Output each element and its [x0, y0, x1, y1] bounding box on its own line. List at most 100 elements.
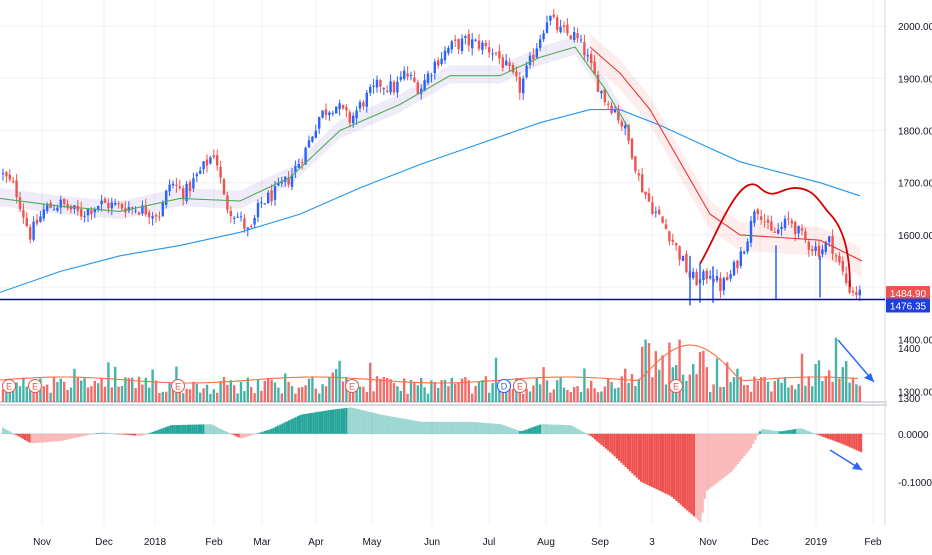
histogram-bar: [191, 424, 194, 434]
histogram-bar: [618, 433, 621, 461]
histogram-bar: [816, 433, 819, 435]
histogram-bar: [32, 433, 35, 444]
histogram-bar: [206, 424, 209, 434]
volume-bar: [528, 391, 532, 402]
histogram-bar: [382, 415, 385, 434]
time-tick-label: Dec: [95, 537, 113, 548]
volume-bar: [382, 376, 385, 402]
candle-body: [828, 236, 831, 243]
candle-body: [678, 246, 681, 260]
histogram-bar: [255, 433, 258, 435]
volume-bar: [617, 387, 620, 402]
candle-body: [103, 198, 107, 203]
volume-bar: [158, 392, 161, 402]
volume-bar: [127, 377, 130, 402]
candle-body: [603, 89, 606, 103]
histogram-bar: [420, 421, 423, 434]
time-tick-label: 2019: [805, 537, 828, 548]
histogram-bar: [200, 424, 203, 434]
histogram-bar: [820, 433, 823, 437]
volume-bar: [855, 384, 858, 402]
candle-body: [515, 71, 518, 77]
histogram-bar: [398, 417, 401, 434]
volume-bar: [107, 362, 110, 402]
candle-body: [484, 43, 487, 47]
candle-body: [556, 17, 559, 30]
histogram-bar: [384, 415, 387, 434]
histogram-bar: [21, 433, 24, 439]
volume-bar: [522, 393, 525, 402]
histogram-bar: [543, 424, 546, 434]
histogram-bar: [279, 424, 282, 434]
volume-bar: [233, 385, 236, 402]
histogram-bar: [560, 424, 563, 434]
histogram-bar: [235, 433, 238, 437]
event-marker: [513, 379, 527, 393]
candle-body: [464, 36, 467, 38]
ema-band-fill: [0, 36, 630, 220]
volume-bar: [709, 392, 712, 402]
histogram-bar: [774, 430, 777, 434]
event-marker-label: D: [501, 382, 508, 392]
candle-body: [423, 80, 426, 92]
time-tick-label: Feb: [205, 537, 223, 548]
histogram-bar: [250, 433, 253, 436]
volume-bar: [73, 368, 76, 402]
candle-body: [586, 55, 589, 57]
histogram-bar: [479, 422, 482, 434]
histogram-bar: [70, 433, 73, 439]
candle-body: [161, 202, 164, 217]
candle-body: [267, 192, 270, 204]
histogram-bar: [244, 433, 247, 438]
histogram-bar: [607, 433, 610, 451]
volume-bar: [821, 380, 824, 402]
candle-body: [280, 181, 283, 184]
volume-bar: [756, 381, 759, 402]
histogram-bar: [83, 433, 86, 436]
candle-body: [304, 147, 307, 165]
histogram-bar: [675, 433, 678, 501]
histogram-bar: [547, 424, 550, 434]
histogram-bar: [807, 430, 810, 434]
histogram-bar: [314, 412, 317, 434]
volume-bar: [630, 373, 634, 402]
histogram-bar: [794, 429, 797, 434]
histogram-bar: [483, 422, 486, 434]
histogram-bar: [294, 417, 297, 434]
event-marker: [28, 379, 42, 393]
histogram-bar: [131, 433, 134, 436]
histogram-bar: [228, 433, 231, 434]
histogram-bar: [237, 433, 240, 438]
histogram-bar: [719, 433, 722, 481]
histogram-bar: [404, 419, 407, 434]
volume-bar: [794, 389, 797, 402]
volume-bar: [600, 391, 603, 402]
histogram-bar: [813, 433, 816, 435]
time-tick-label: 2018: [144, 537, 167, 548]
histogram-bar: [263, 430, 266, 434]
candle-body: [511, 65, 515, 73]
candle-body: [273, 186, 277, 200]
histogram-bar: [437, 421, 440, 434]
histogram-bar: [686, 433, 689, 511]
candle-body: [821, 249, 824, 255]
histogram-bar: [756, 433, 759, 436]
histogram-bar: [798, 428, 801, 434]
drawn-arrow-head: [852, 462, 862, 470]
time-tick-label: Jun: [424, 537, 440, 548]
volume-bar: [202, 388, 205, 402]
volume-bar: [464, 376, 467, 402]
volume-bar: [637, 379, 640, 402]
histogram-bar: [565, 425, 568, 434]
volume-bar: [596, 392, 600, 402]
histogram-bar: [180, 424, 183, 434]
histogram-bar: [103, 432, 106, 434]
volume-bar: [797, 383, 800, 402]
histogram-bar: [61, 433, 64, 441]
histogram-bar: [684, 433, 687, 509]
histogram-bar: [772, 430, 775, 434]
histogram-bar: [624, 433, 627, 468]
volume-bar: [365, 392, 368, 402]
candle-body: [324, 109, 328, 116]
histogram-bar: [417, 421, 420, 434]
